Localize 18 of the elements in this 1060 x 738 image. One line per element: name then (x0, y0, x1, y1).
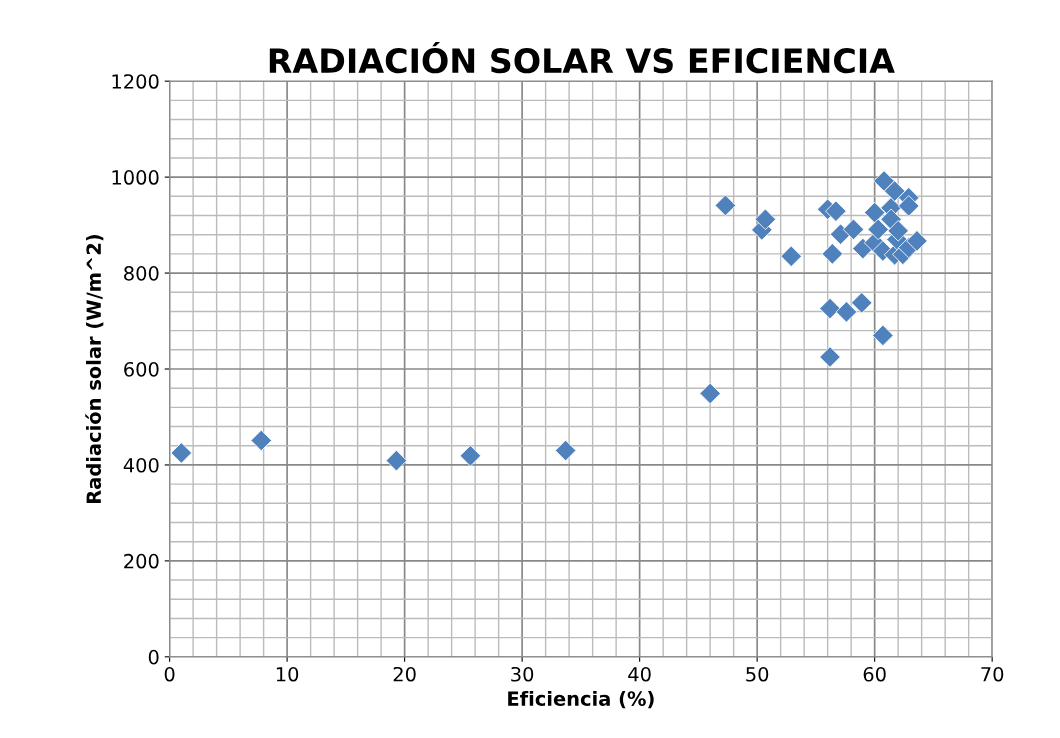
x-tick-label: 10 (276, 666, 299, 682)
x-tick-label: 50 (746, 666, 769, 682)
x-tick-label: 70 (981, 666, 1004, 682)
x-tick-label: 60 (863, 666, 886, 682)
x-tick-label: 40 (628, 666, 651, 682)
x-axis-title: Eficiencia (%) (508, 690, 654, 709)
y-tick-label: 1200 (112, 74, 159, 89)
x-tick-label: 20 (393, 666, 416, 682)
chart-title: RADIACIÓN SOLAR VS EFICIENCIA (269, 42, 895, 74)
x-tick-label: 30 (511, 666, 534, 682)
y-tick-label: 800 (124, 266, 159, 281)
y-tick-label: 400 (123, 457, 159, 473)
y-tick-label: 200 (124, 553, 159, 569)
y-tick-label: 0 (148, 649, 159, 665)
y-tick-label: 1000 (112, 170, 159, 185)
y-axis-title: Radiación solar (W/m^2) (85, 234, 104, 503)
x-tick-label: 0 (164, 666, 175, 682)
y-tick-label: 600 (124, 361, 159, 377)
